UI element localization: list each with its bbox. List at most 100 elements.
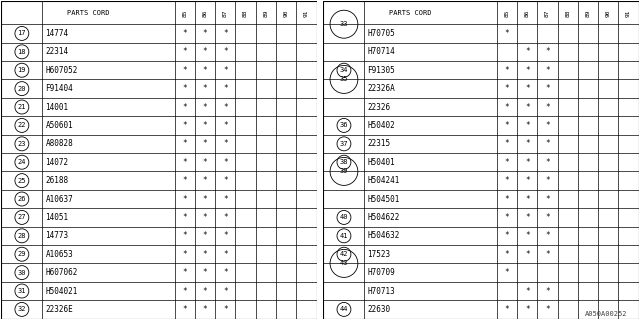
Text: *: * <box>182 84 187 93</box>
Text: 90: 90 <box>605 9 611 17</box>
Text: 26: 26 <box>18 196 26 202</box>
Text: 29: 29 <box>18 251 26 257</box>
Text: *: * <box>203 213 207 222</box>
Text: A10653: A10653 <box>45 250 73 259</box>
Text: H504622: H504622 <box>367 213 400 222</box>
Text: 38: 38 <box>340 159 348 165</box>
Text: 22326A: 22326A <box>367 84 396 93</box>
Text: H70713: H70713 <box>367 286 396 295</box>
Text: *: * <box>504 84 509 93</box>
Text: H504501: H504501 <box>367 195 400 204</box>
Text: *: * <box>545 121 550 130</box>
Text: *: * <box>182 121 187 130</box>
Text: 17523: 17523 <box>367 250 390 259</box>
Text: *: * <box>182 213 187 222</box>
Text: *: * <box>525 102 529 112</box>
Text: *: * <box>525 66 529 75</box>
Text: *: * <box>545 286 550 295</box>
Text: 27: 27 <box>18 214 26 220</box>
Text: 30: 30 <box>18 270 26 276</box>
Text: *: * <box>203 268 207 277</box>
Text: *: * <box>525 250 529 259</box>
Text: H50401: H50401 <box>367 158 396 167</box>
Text: *: * <box>182 268 187 277</box>
Text: 26188: 26188 <box>45 176 68 185</box>
Text: *: * <box>504 29 509 38</box>
Text: *: * <box>504 139 509 148</box>
Text: *: * <box>182 250 187 259</box>
Text: *: * <box>203 176 207 185</box>
Text: *: * <box>525 158 529 167</box>
Text: *: * <box>223 286 228 295</box>
Text: *: * <box>545 139 550 148</box>
Text: *: * <box>504 268 509 277</box>
Text: 34: 34 <box>340 67 348 73</box>
Text: *: * <box>545 158 550 167</box>
Text: *: * <box>203 286 207 295</box>
Text: F91305: F91305 <box>367 66 396 75</box>
Text: *: * <box>203 66 207 75</box>
Text: 18: 18 <box>18 49 26 55</box>
Text: 89: 89 <box>586 9 591 17</box>
Text: 88: 88 <box>565 9 570 17</box>
Text: *: * <box>203 139 207 148</box>
Text: *: * <box>203 47 207 56</box>
Text: H50402: H50402 <box>367 121 396 130</box>
Text: 91: 91 <box>626 9 631 17</box>
Text: 89: 89 <box>264 9 268 17</box>
Text: *: * <box>545 305 550 314</box>
Text: *: * <box>504 231 509 240</box>
Text: *: * <box>223 231 228 240</box>
Text: *: * <box>504 121 509 130</box>
Text: PARTS CORD: PARTS CORD <box>67 10 109 16</box>
Text: *: * <box>223 213 228 222</box>
Text: 86: 86 <box>203 9 207 17</box>
Text: 90: 90 <box>284 9 289 17</box>
Text: 25: 25 <box>18 178 26 184</box>
Text: A80828: A80828 <box>45 139 73 148</box>
Text: 36: 36 <box>340 123 348 128</box>
Text: 20: 20 <box>18 86 26 92</box>
Text: *: * <box>525 47 529 56</box>
Text: 88: 88 <box>243 9 248 17</box>
Text: *: * <box>203 158 207 167</box>
Text: 40: 40 <box>340 214 348 220</box>
Text: *: * <box>182 139 187 148</box>
Text: *: * <box>182 286 187 295</box>
Text: *: * <box>182 176 187 185</box>
Text: *: * <box>545 84 550 93</box>
Text: 22630: 22630 <box>367 305 390 314</box>
Text: *: * <box>545 250 550 259</box>
Text: *: * <box>525 231 529 240</box>
Text: 14773: 14773 <box>45 231 68 240</box>
Text: 22315: 22315 <box>367 139 390 148</box>
Text: *: * <box>525 84 529 93</box>
Text: A50601: A50601 <box>45 121 73 130</box>
Text: *: * <box>203 102 207 112</box>
Text: *: * <box>223 158 228 167</box>
Text: *: * <box>504 305 509 314</box>
Text: *: * <box>525 213 529 222</box>
Text: *: * <box>525 305 529 314</box>
Text: *: * <box>223 176 228 185</box>
Text: *: * <box>504 102 509 112</box>
Text: *: * <box>203 250 207 259</box>
Text: H607052: H607052 <box>45 66 78 75</box>
Text: *: * <box>223 305 228 314</box>
Text: 87: 87 <box>223 9 228 17</box>
Text: 28: 28 <box>18 233 26 239</box>
Text: A050A00252: A050A00252 <box>585 311 627 317</box>
Text: *: * <box>545 195 550 204</box>
Text: 14774: 14774 <box>45 29 68 38</box>
Text: 39: 39 <box>340 168 348 174</box>
Text: *: * <box>223 268 228 277</box>
Text: H70714: H70714 <box>367 47 396 56</box>
Text: 23: 23 <box>18 141 26 147</box>
Text: *: * <box>545 231 550 240</box>
Text: *: * <box>525 121 529 130</box>
Text: 85: 85 <box>182 9 188 17</box>
Text: *: * <box>182 305 187 314</box>
Text: *: * <box>504 158 509 167</box>
Text: *: * <box>545 102 550 112</box>
Text: 31: 31 <box>18 288 26 294</box>
